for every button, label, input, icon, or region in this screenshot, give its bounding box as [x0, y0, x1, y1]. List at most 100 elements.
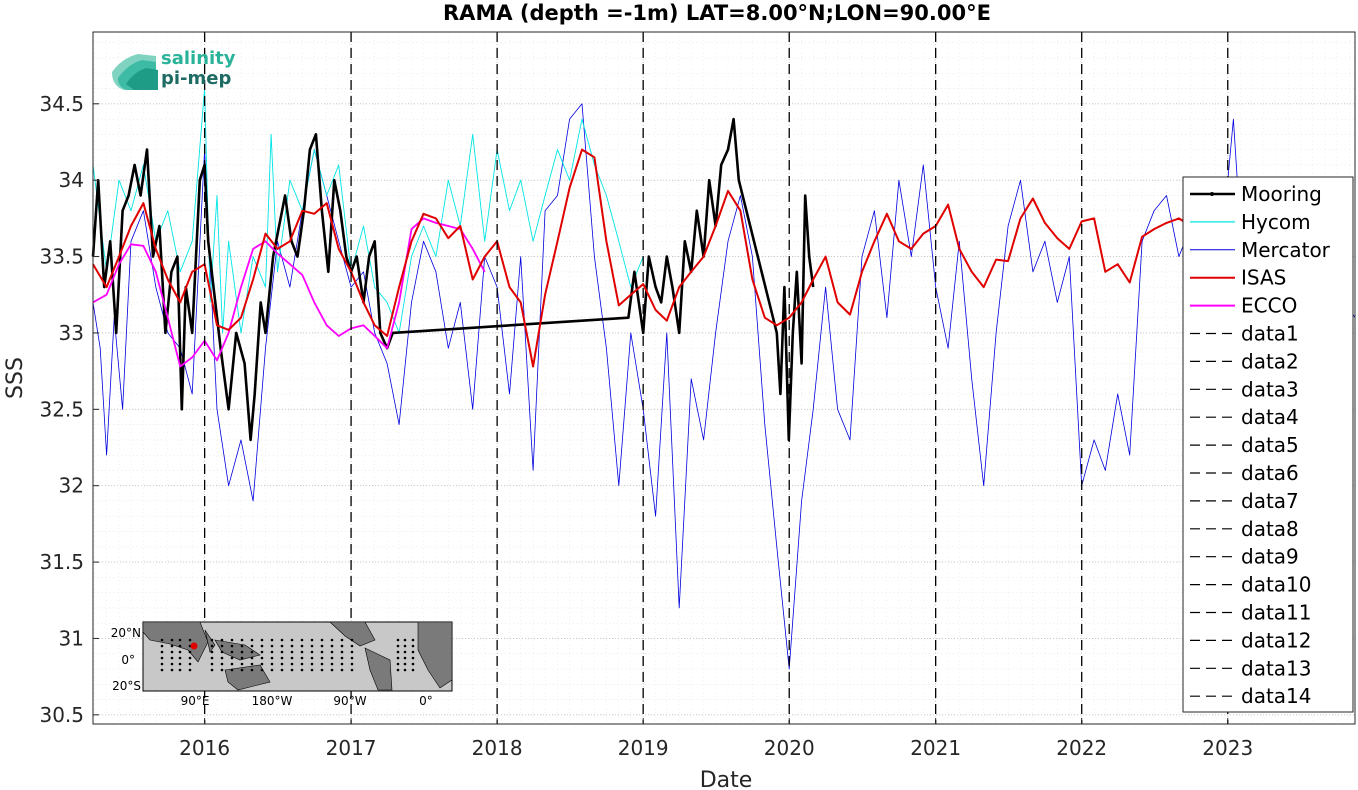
selected-mooring-marker — [190, 642, 198, 650]
legend-label: Mercator — [1241, 238, 1331, 262]
mooring-dot — [210, 650, 214, 654]
y-tick-label: 33 — [59, 321, 84, 345]
mooring-dot — [178, 650, 182, 654]
legend-label: data1 — [1241, 322, 1299, 346]
map-lat-label-1: 20°N — [111, 626, 141, 640]
mooring-dot — [210, 638, 214, 642]
mooring-dot — [350, 662, 354, 666]
mooring-dot — [320, 644, 324, 648]
mooring-dot — [220, 662, 224, 666]
mooring-dot — [340, 656, 344, 660]
mooring-dot — [188, 650, 192, 654]
mooring-dot — [396, 650, 400, 654]
map-lon-label-3: 90°W — [333, 694, 366, 708]
mooring-dot — [403, 656, 407, 660]
legend-label: Hycom — [1241, 210, 1311, 234]
mooring-dot — [300, 656, 304, 660]
x-tick-label: 2022 — [1056, 736, 1107, 760]
mooring-dot — [350, 638, 354, 642]
mooring-dot — [290, 662, 294, 666]
mooring-dot — [320, 638, 324, 642]
mooring-dot — [280, 650, 284, 654]
mooring-dot — [310, 656, 314, 660]
mooring-dot — [270, 644, 274, 648]
mooring-dot — [178, 656, 182, 660]
y-tick-label: 34.5 — [39, 92, 84, 116]
mooring-dot — [290, 644, 294, 648]
mooring-dot — [300, 638, 304, 642]
y-tick-label: 32.5 — [39, 397, 84, 421]
mooring-dot — [411, 662, 415, 666]
mooring-dot — [178, 668, 182, 672]
legend-label: data8 — [1241, 517, 1299, 541]
mooring-dot — [320, 650, 324, 654]
mooring-dot — [340, 662, 344, 666]
axes-box — [92, 31, 1356, 725]
salinity-pi-mep-logo: salinity pi-mep — [112, 48, 236, 90]
mooring-dot — [280, 638, 284, 642]
x-tick-label: 2019 — [618, 736, 669, 760]
mooring-dot — [188, 656, 192, 660]
mooring-dot — [220, 668, 224, 672]
mooring-dot — [250, 650, 254, 654]
y-tick-label: 33.5 — [39, 245, 84, 269]
mooring-dot — [396, 668, 400, 672]
x-tick-label: 2021 — [910, 736, 961, 760]
x-tick-label: 2020 — [764, 736, 815, 760]
legend-label: Mooring — [1241, 182, 1322, 206]
mooring-dot — [280, 656, 284, 660]
mooring-dot — [250, 638, 254, 642]
mooring-dot — [178, 662, 182, 666]
series-layer — [91, 88, 1356, 670]
mooring-dot — [170, 638, 174, 642]
mooring-dot — [270, 656, 274, 660]
mooring-dot — [260, 662, 264, 666]
mooring-dot — [240, 644, 244, 648]
mooring-dot — [220, 644, 224, 648]
mooring-dot — [270, 638, 274, 642]
mooring-dot — [160, 662, 164, 666]
mooring-dot — [340, 668, 344, 672]
mooring-dot — [290, 650, 294, 654]
map-lon-label-2: 180°W — [252, 694, 293, 708]
legend-label: data11 — [1241, 601, 1312, 625]
logo-line1: salinity — [161, 48, 236, 69]
mooring-dot — [178, 638, 182, 642]
mooring-dot — [188, 668, 192, 672]
legend-label: data13 — [1241, 656, 1312, 680]
mooring-dot — [350, 668, 354, 672]
mooring-dot — [403, 662, 407, 666]
mooring-dot — [403, 638, 407, 642]
mooring-dot — [240, 650, 244, 654]
mooring-dot — [290, 638, 294, 642]
mooring-dot — [290, 668, 294, 672]
mooring-dot — [411, 656, 415, 660]
mooring-dot — [396, 644, 400, 648]
mooring-dot — [320, 662, 324, 666]
logo-line2: pi-mep — [161, 68, 231, 89]
mooring-dot — [230, 662, 234, 666]
mooring-dot — [280, 644, 284, 648]
mooring-dot — [340, 638, 344, 642]
legend-label: data14 — [1241, 684, 1312, 708]
mooring-dot — [330, 650, 334, 654]
series-line-mooring — [91, 117, 815, 442]
mooring-dot — [170, 662, 174, 666]
legend-label: data10 — [1241, 573, 1312, 597]
mooring-dot — [240, 656, 244, 660]
legend-marker — [1210, 192, 1214, 196]
mooring-dot — [188, 638, 192, 642]
map-lon-label-4: 0° — [419, 694, 433, 708]
series-line-mercator — [92, 103, 1356, 670]
map-lon-label-1: 90°E — [181, 694, 210, 708]
legend-label: ECCO — [1241, 294, 1297, 318]
series-line-isas — [92, 148, 1192, 368]
mooring-dot — [411, 644, 415, 648]
mooring-dots — [160, 638, 415, 672]
y-tick-label: 30.5 — [39, 703, 84, 727]
x-axis-ticks: 2016 2017 2018 2019 2020 2021 2022 2023 — [179, 718, 1253, 760]
mooring-dot — [340, 644, 344, 648]
mooring-dot — [260, 650, 264, 654]
mooring-dot — [330, 644, 334, 648]
mooring-dot — [250, 662, 254, 666]
